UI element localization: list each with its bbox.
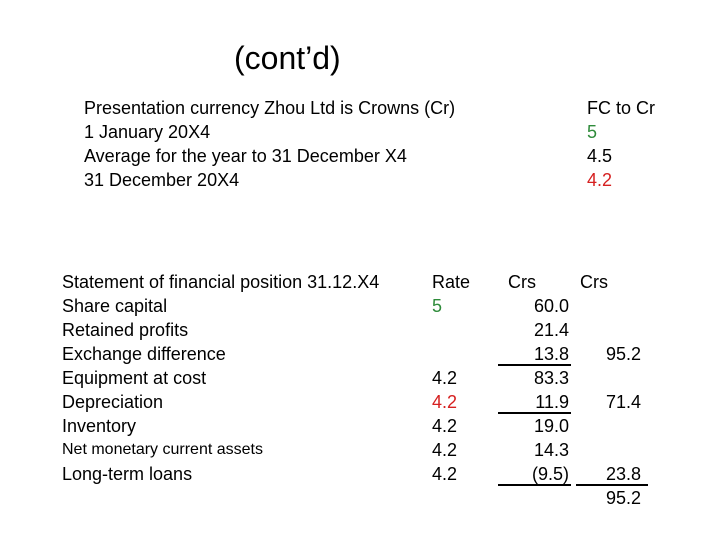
- crs-value: 83.3: [533, 368, 569, 388]
- rate-value: 4.2: [432, 440, 458, 460]
- table-header-crs: Crs: [580, 272, 608, 292]
- intro-line: 31 December 20X4: [84, 170, 240, 190]
- fc-value: 5: [587, 122, 598, 142]
- rate-value: 4.2: [432, 368, 458, 388]
- table-header-rate: Rate: [432, 272, 471, 292]
- intro-line: 1 January 20X4: [84, 122, 211, 142]
- fc-value: 4.2: [587, 170, 613, 190]
- rate-value: 5: [432, 296, 443, 316]
- crs-value: 13.8: [533, 344, 569, 364]
- slide-title: (cont’d): [234, 40, 341, 76]
- crs-value: 21.4: [533, 320, 569, 340]
- crs-value: 19.0: [533, 416, 569, 436]
- subtotal-rule: [498, 364, 571, 366]
- row-label: Equipment at cost: [62, 368, 207, 388]
- rate-value: 4.2: [432, 392, 458, 412]
- row-label: Net monetary current assets: [62, 441, 263, 458]
- crs-value: 14.3: [533, 440, 569, 460]
- crs-value: 11.9: [535, 392, 569, 412]
- grand-total: 95.2: [605, 488, 641, 508]
- fc-value: 4.5: [587, 146, 613, 166]
- row-label: Retained profits: [62, 320, 189, 340]
- fc-header: FC to Cr: [587, 98, 656, 118]
- table-header-crs: Crs: [508, 272, 536, 292]
- row-label: Inventory: [62, 416, 137, 436]
- intro-line: Presentation currency Zhou Ltd is Crowns…: [84, 98, 456, 118]
- row-label: Exchange difference: [62, 344, 226, 364]
- intro-line: Average for the year to 31 December X4: [84, 146, 407, 166]
- rate-value: 4.2: [432, 416, 458, 436]
- subtotal-rule: [498, 412, 571, 414]
- table-header-label: Statement of financial position 31.12.X4: [62, 272, 380, 292]
- crs-value: 60.0: [533, 296, 569, 316]
- crs-total: 71.4: [605, 392, 641, 412]
- row-label: Long-term loans: [62, 464, 193, 484]
- subtotal-rule: [498, 484, 571, 486]
- rate-value: 4.2: [432, 464, 458, 484]
- row-label: Depreciation: [62, 392, 164, 412]
- row-label: Share capital: [62, 296, 168, 316]
- crs-value: (9.5): [531, 464, 569, 484]
- crs-total: 23.8: [605, 464, 641, 484]
- total-rule: [576, 484, 648, 486]
- crs-total: 95.2: [605, 344, 641, 364]
